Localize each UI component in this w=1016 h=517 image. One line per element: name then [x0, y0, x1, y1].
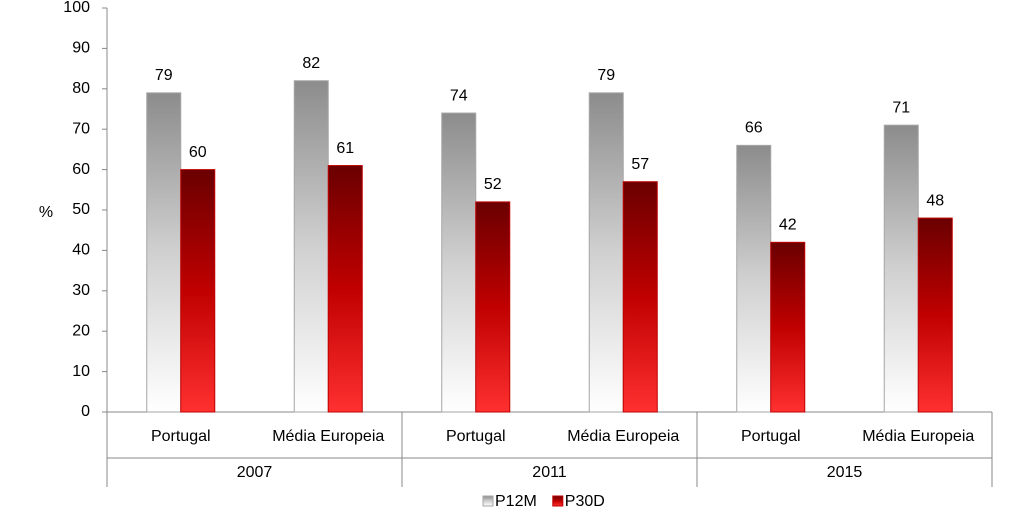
y-tick-label: 40 — [72, 242, 90, 259]
y-tick-label: 70 — [72, 120, 90, 137]
data-label: 79 — [155, 67, 173, 84]
bar — [770, 241, 806, 413]
bar — [588, 92, 624, 413]
y-tick-label: 100 — [63, 0, 90, 16]
bar — [293, 80, 329, 413]
bar — [475, 201, 511, 413]
data-label: 82 — [302, 55, 320, 72]
group-label: 2011 — [532, 464, 567, 481]
bar — [146, 92, 182, 413]
bar — [327, 165, 363, 413]
group-label: 2007 — [237, 464, 273, 481]
x-tick-label: Portugal — [741, 428, 801, 445]
x-tick-label: Média Europeia — [272, 428, 384, 445]
y-tick-label: 10 — [72, 363, 90, 380]
y-axis-label: % — [39, 204, 53, 221]
data-label: 61 — [336, 140, 354, 157]
data-label: 57 — [631, 156, 649, 173]
data-label: 48 — [926, 192, 944, 209]
data-label: 52 — [484, 176, 502, 193]
data-label: 42 — [779, 217, 797, 234]
legend-label: P12M — [495, 493, 537, 510]
y-tick-label: 30 — [72, 282, 90, 299]
y-tick-label: 60 — [72, 161, 90, 178]
x-tick-label: Média Europeia — [862, 428, 974, 445]
data-label: 60 — [189, 144, 207, 161]
x-tick-label: Portugal — [151, 428, 211, 445]
x-tick-label: Portugal — [446, 428, 506, 445]
legend-swatch — [552, 495, 564, 507]
bar — [883, 124, 919, 413]
bar — [622, 181, 658, 413]
legend-label: P30D — [565, 493, 605, 510]
y-tick-label: 20 — [72, 322, 90, 339]
bar — [917, 217, 953, 413]
y-tick-label: 80 — [72, 80, 90, 97]
y-tick-label: 90 — [72, 40, 90, 57]
data-label: 71 — [892, 99, 910, 116]
data-label: 66 — [745, 120, 763, 137]
bar — [441, 112, 477, 413]
x-tick-label: Média Europeia — [567, 428, 679, 445]
bar — [736, 144, 772, 413]
bar — [180, 169, 216, 413]
data-label: 74 — [450, 87, 468, 104]
group-label: 2015 — [827, 464, 863, 481]
y-tick-label: 50 — [72, 201, 90, 218]
legend-swatch — [482, 495, 494, 507]
data-label: 79 — [597, 67, 615, 84]
y-tick-label: 0 — [81, 403, 90, 420]
